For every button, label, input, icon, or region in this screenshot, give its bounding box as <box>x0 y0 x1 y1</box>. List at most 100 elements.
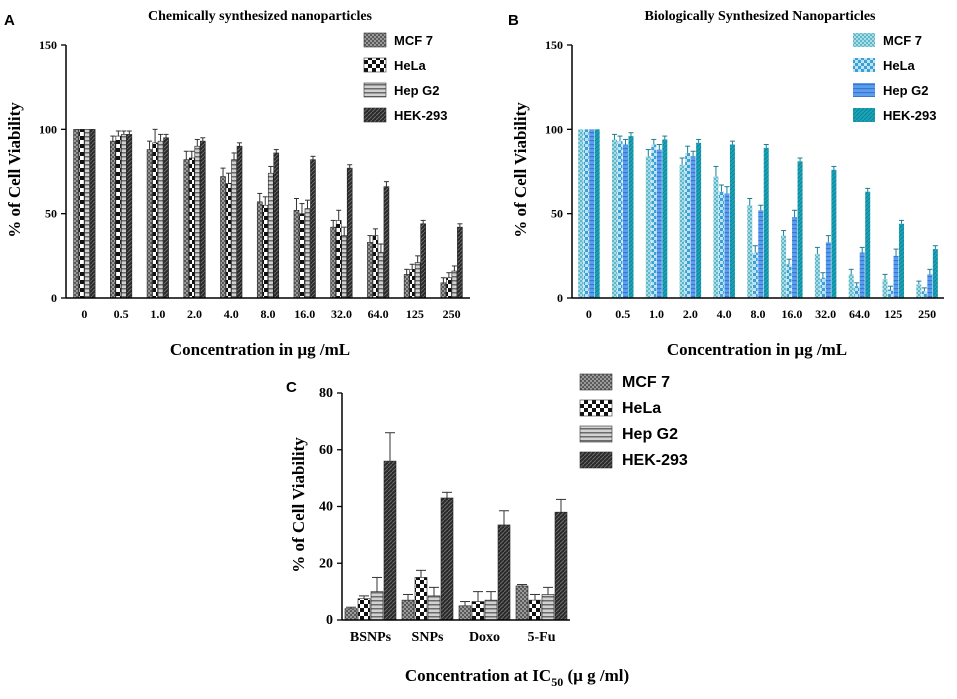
x-tick-label-a: 4.0 <box>224 307 239 321</box>
bar-a-hep-g2-3 <box>194 145 201 299</box>
bar-a-mcf-7-2 <box>146 149 153 299</box>
bar-b-hep-g2-10 <box>927 274 933 298</box>
bar-a-mcf-7-1 <box>110 140 116 299</box>
x-tick-label-b: 32.0 <box>815 307 836 321</box>
x-axis-label-c: Concentration at IC50 (µ g /ml) <box>405 666 629 689</box>
x-tick-label-b: 16.0 <box>781 307 802 321</box>
bar-a-hek-293-1 <box>126 134 133 299</box>
y-tick-label-c: 60 <box>319 443 333 458</box>
bar-c-hep-g2-2 <box>484 599 498 621</box>
bar-c-hek-293-2 <box>497 524 511 621</box>
y-tick-label-b: 0 <box>557 291 563 305</box>
bar-b-hek-293-6 <box>797 161 803 298</box>
bar-b-hela-3 <box>685 152 691 298</box>
y-tick-label-b: 50 <box>551 207 563 221</box>
legend-swatch-b-1 <box>853 58 875 72</box>
bar-a-hep-g2-2 <box>157 140 164 299</box>
bar-a-mcf-7-10 <box>440 282 447 299</box>
x-tick-label-c: 5-Fu <box>528 630 556 645</box>
bar-b-hek-293-3 <box>696 142 702 298</box>
bar-b-hep-g2-9 <box>893 255 899 298</box>
bars-b <box>578 129 938 298</box>
y-tick-label-c: 80 <box>319 386 333 401</box>
bar-a-hela-1 <box>115 135 122 299</box>
bar-b-mcf-7-5 <box>747 205 753 298</box>
bar-b-mcf-7-8 <box>848 274 854 298</box>
x-axis-ticks-c: BSNPs SNPs Doxo 5-Fu <box>350 630 556 645</box>
bar-c-hela-2 <box>471 601 485 621</box>
x-tick-label-a: 0 <box>81 307 87 321</box>
chart-title-a: Chemically synthesized nanoparticles <box>148 9 373 24</box>
legend-label-c-3: HEK-293 <box>622 452 688 469</box>
bar-b-hep-g2-6 <box>792 217 798 298</box>
x-tick-label-b: 64.0 <box>849 307 870 321</box>
bar-b-hep-g2-3 <box>690 156 696 298</box>
bar-b-hela-2 <box>651 144 657 298</box>
y-tick-label-b: 100 <box>545 122 563 136</box>
bar-a-hela-2 <box>152 142 158 299</box>
bar-b-hek-293-2 <box>662 139 668 298</box>
legend-label-c-1: HeLa <box>622 400 661 417</box>
bar-a-hek-293-8 <box>383 186 390 299</box>
bar-a-hela-10 <box>446 277 452 299</box>
y-tick-label-c: 40 <box>319 500 333 515</box>
x-tick-label-a: 32.0 <box>331 307 352 321</box>
x-axis-label-a: Concentration in µg /mL <box>170 340 350 359</box>
bar-c-mcf-7-3 <box>515 585 529 621</box>
y-axis-label-b: % of Cell Viability <box>511 102 530 238</box>
bar-c-hela-0 <box>357 598 371 621</box>
x-tick-label-b: 2.0 <box>683 307 698 321</box>
y-axis-ticks-b: 0 50 100 150 <box>545 38 572 305</box>
legend-swatch-a-2 <box>363 82 387 98</box>
bar-a-hep-g2-5 <box>267 172 274 299</box>
y-axis-ticks-a: 0 50 100 150 <box>39 38 66 305</box>
legend-swatch-a-1 <box>363 57 387 73</box>
legend-swatch-a-0 <box>363 32 387 48</box>
bar-a-hek-293-4 <box>236 145 243 299</box>
legend-label-b-2: Hep G2 <box>883 83 929 98</box>
bar-b-hela-5 <box>752 252 758 298</box>
y-tick-label-c: 0 <box>326 613 333 628</box>
bar-b-hep-g2-5 <box>758 210 764 298</box>
bar-b-hek-293-4 <box>729 144 735 298</box>
x-axis-ticks-a: 0 0.5 1.0 2.0 4.0 8.0 16.0 32.0 64.0 125 250 <box>81 307 460 321</box>
bar-b-hep-g2-0 <box>589 129 595 298</box>
bar-b-mcf-7-3 <box>679 164 685 298</box>
bar-a-mcf-7-8 <box>367 242 373 299</box>
bar-b-hek-293-10 <box>932 249 938 298</box>
bar-b-mcf-7-6 <box>781 235 787 298</box>
x-tick-label-c: Doxo <box>469 630 500 645</box>
y-tick-label-a: 0 <box>51 291 57 305</box>
bar-b-hela-1 <box>617 141 623 298</box>
bar-a-hek-293-7 <box>346 167 353 299</box>
bar-a-mcf-7-6 <box>293 209 300 299</box>
y-axis-ticks-c: 0 20 40 60 80 <box>319 386 342 628</box>
legend-label-b-1: HeLa <box>883 58 916 73</box>
bar-b-mcf-7-10 <box>916 284 922 298</box>
bar-b-hep-g2-7 <box>825 242 831 298</box>
bar-a-hela-6 <box>299 213 305 299</box>
bar-a-hela-5 <box>262 204 269 299</box>
bar-c-hela-3 <box>528 599 542 621</box>
legend-label-a-1: HeLa <box>394 58 427 73</box>
bar-b-hela-8 <box>854 286 860 298</box>
x-tick-label-b: 8.0 <box>751 307 766 321</box>
bar-a-hep-g2-9 <box>414 262 421 299</box>
y-tick-label-a: 50 <box>45 207 57 221</box>
legend-c: MCF 7 HeLa Hep G2 HEK-293 <box>579 373 688 469</box>
x-axis-label-c-suffix: (µ g /ml) <box>563 666 629 685</box>
bar-a-hela-8 <box>372 235 379 299</box>
legend-label-c-2: Hep G2 <box>622 426 678 443</box>
x-tick-label-b: 250 <box>918 307 936 321</box>
bar-c-hela-1 <box>414 577 428 621</box>
bar-c-hep-g2-3 <box>541 594 555 621</box>
bar-b-mcf-7-2 <box>645 156 651 298</box>
legend-swatch-c-3 <box>579 451 613 469</box>
x-tick-label-a: 2.0 <box>187 307 202 321</box>
legend-label-c-0: MCF 7 <box>622 374 670 391</box>
legend-a: MCF 7 HeLa Hep G2 HEK-293 <box>363 32 447 123</box>
bar-b-hep-g2-4 <box>724 193 730 298</box>
bar-b-hek-293-5 <box>763 147 769 298</box>
y-tick-label-c: 20 <box>319 556 333 571</box>
